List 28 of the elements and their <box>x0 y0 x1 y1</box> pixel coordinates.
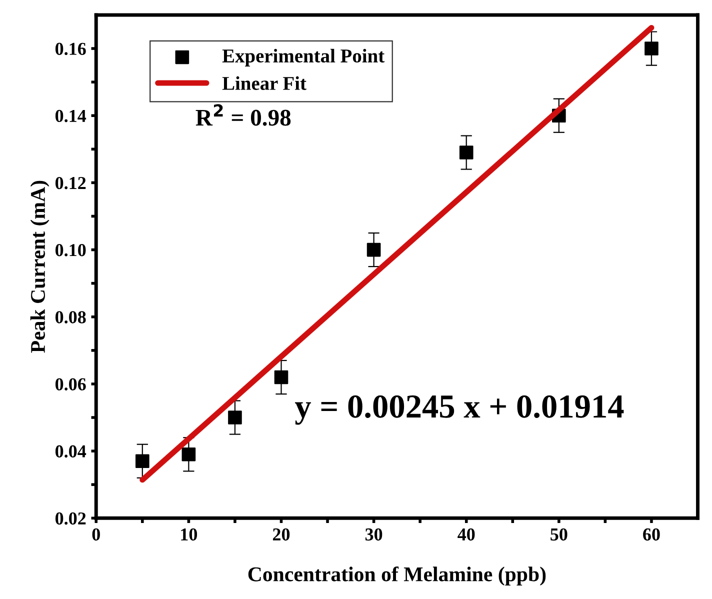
annotation: R$^{2}$ = 0.98 <box>196 104 291 126</box>
x-tick-label: 30 <box>365 528 382 541</box>
x-tick-label: 40 <box>458 528 475 541</box>
point <box>644 42 658 56</box>
point <box>459 146 474 160</box>
point <box>182 447 196 462</box>
point <box>366 242 381 257</box>
y-tick-label: 0.04 <box>55 445 86 458</box>
point <box>135 454 150 468</box>
y-tick-label: 0.16 <box>55 42 86 56</box>
x-axis-title: Concentration of Melamine (ppb) <box>248 566 546 586</box>
point <box>274 370 288 384</box>
y-tick-label: 0.14 <box>55 110 86 122</box>
point <box>228 410 242 424</box>
x-tick-label: 60 <box>643 528 660 541</box>
x-tick-label: 50 <box>550 528 568 541</box>
y-tick-label: 0.08 <box>55 311 86 324</box>
y-tick-label: 0.10 <box>55 244 86 256</box>
x-tick-label: 10 <box>181 528 198 541</box>
y-tick-label: 0.02 <box>55 512 86 525</box>
y-axis-title: Peak Current (mA) <box>30 180 50 353</box>
x-tick-label: 0 <box>92 528 100 541</box>
x-tick-label: 20 <box>272 528 290 541</box>
legend-label: Linear Fit <box>222 76 306 90</box>
legend-label: Experimental Point <box>222 48 385 66</box>
annotation: y = 0.00245 x + 0.01914 <box>294 395 624 425</box>
y-tick-label: 0.12 <box>55 176 86 190</box>
y-tick-label: 0.06 <box>55 378 86 390</box>
